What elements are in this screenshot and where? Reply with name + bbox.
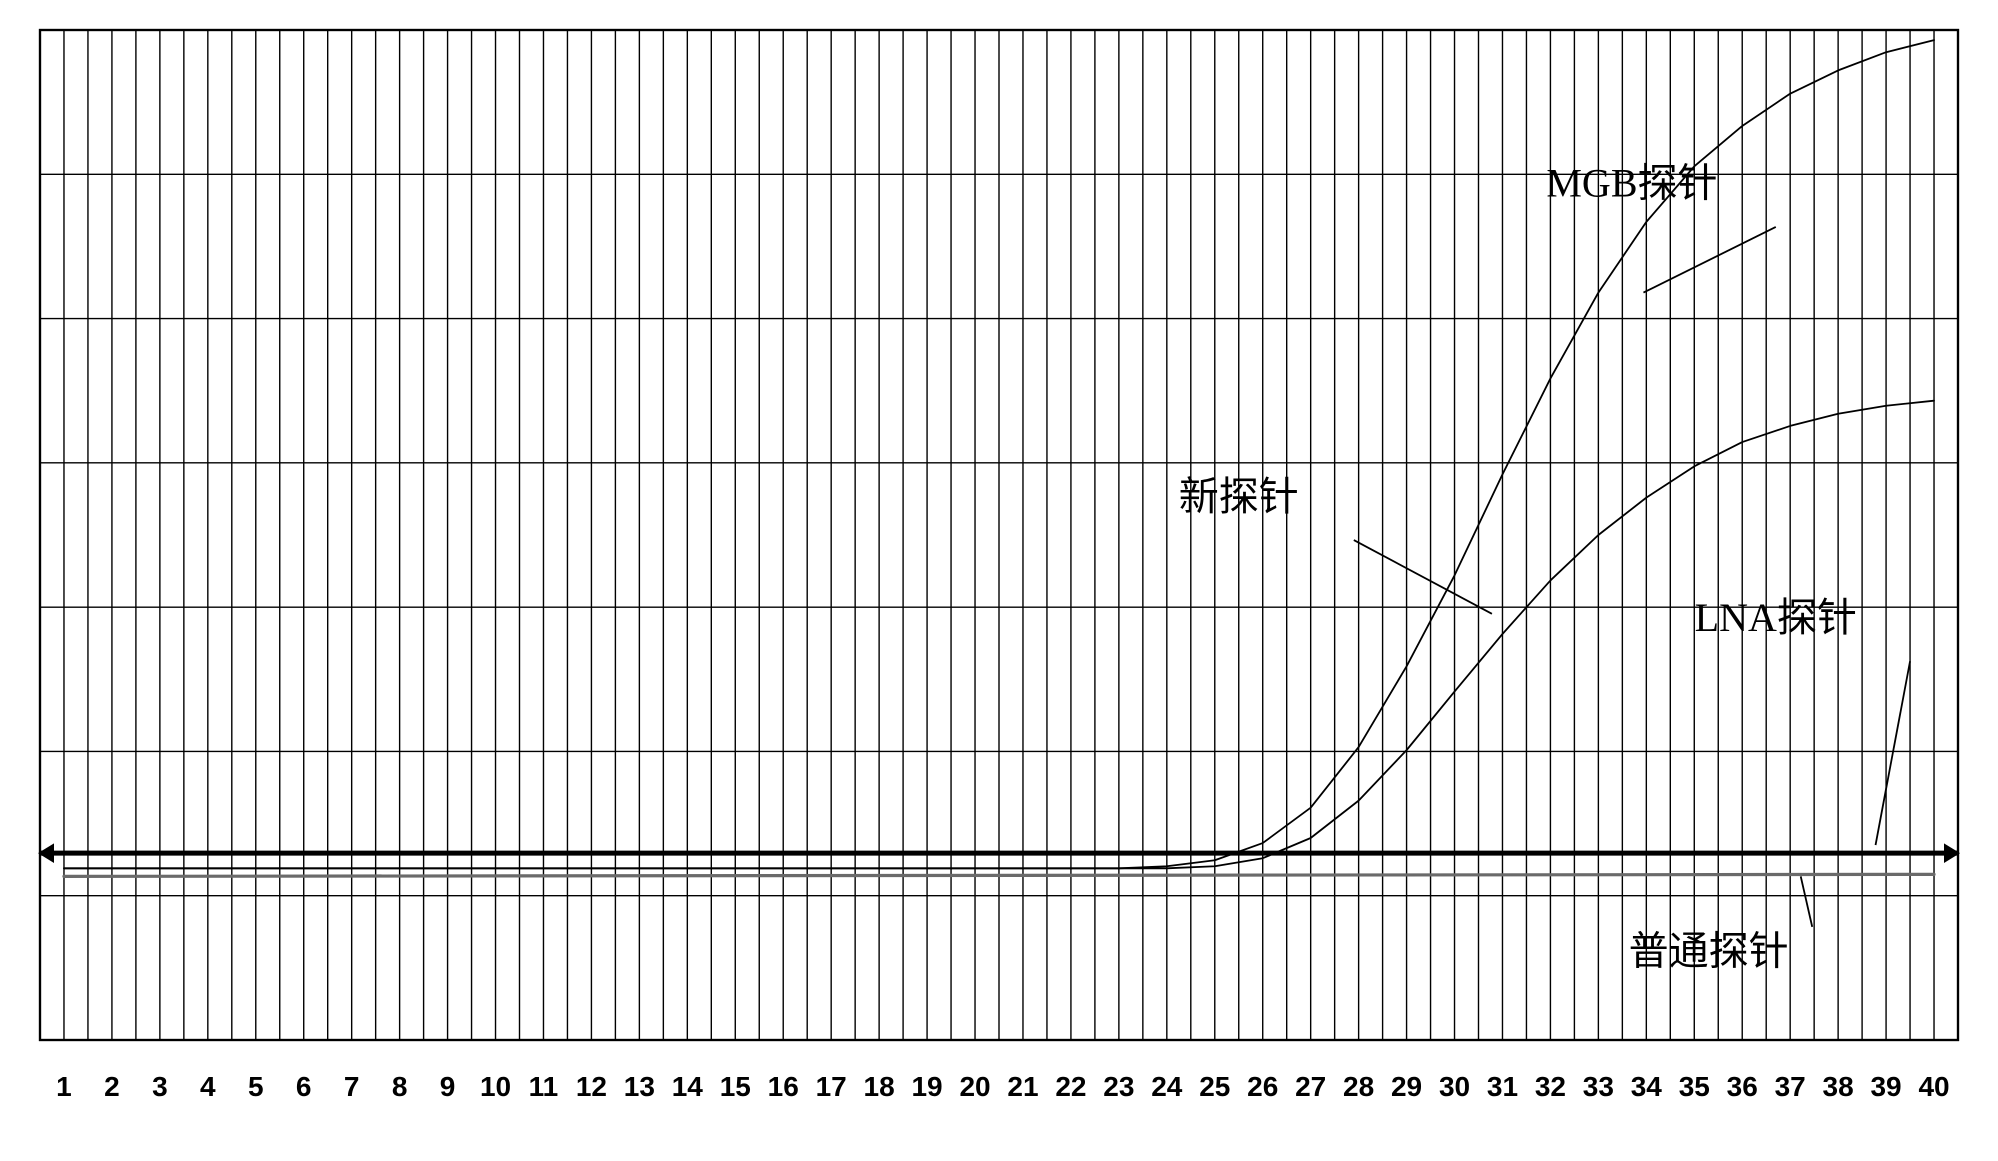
x-axis-label: 21 (1007, 1071, 1038, 1102)
x-axis-label: 35 (1679, 1071, 1710, 1102)
x-axis-label: 37 (1775, 1071, 1806, 1102)
chart-container: 1234567891011121314151617181920212223242… (0, 0, 1998, 1161)
line-chart: 1234567891011121314151617181920212223242… (0, 0, 1998, 1161)
x-axis-label: 18 (864, 1071, 895, 1102)
x-axis-label: 7 (344, 1071, 360, 1102)
x-axis-label: 27 (1295, 1071, 1326, 1102)
x-axis-label: 15 (720, 1071, 751, 1102)
x-axis-label: 4 (200, 1071, 216, 1102)
x-axis-label: 26 (1247, 1071, 1278, 1102)
x-axis-label: 8 (392, 1071, 408, 1102)
x-axis-label: 33 (1583, 1071, 1614, 1102)
x-axis-label: 28 (1343, 1071, 1374, 1102)
lna-series (64, 853, 1934, 854)
x-axis-label: 20 (959, 1071, 990, 1102)
new-label: 新探针 (1179, 474, 1299, 519)
x-axis-label: 1 (56, 1071, 72, 1102)
x-axis-label: 23 (1103, 1071, 1134, 1102)
x-axis-label: 16 (768, 1071, 799, 1102)
x-axis-label: 5 (248, 1071, 264, 1102)
x-axis-label: 39 (1870, 1071, 1901, 1102)
x-axis-label: 6 (296, 1071, 312, 1102)
x-axis-label: 12 (576, 1071, 607, 1102)
x-axis-label: 34 (1631, 1071, 1663, 1102)
x-axis-label: 17 (816, 1071, 847, 1102)
mgb-label: MGB探针 (1546, 161, 1717, 206)
common-series (64, 874, 1934, 876)
common-label: 普通探针 (1629, 928, 1789, 973)
x-axis-label: 11 (529, 1071, 559, 1102)
x-axis-label: 3 (152, 1071, 168, 1102)
x-axis-label: 25 (1199, 1071, 1230, 1102)
x-axis-label: 29 (1391, 1071, 1422, 1102)
x-axis-label: 19 (911, 1071, 942, 1102)
x-axis-label: 14 (672, 1071, 704, 1102)
x-axis-label: 10 (480, 1071, 511, 1102)
x-axis-label: 31 (1487, 1071, 1518, 1102)
x-axis-label: 40 (1918, 1071, 1949, 1102)
x-axis-label: 36 (1727, 1071, 1758, 1102)
x-axis-label: 32 (1535, 1071, 1566, 1102)
x-axis-label: 30 (1439, 1071, 1470, 1102)
x-axis-label: 13 (624, 1071, 655, 1102)
x-axis-label: 24 (1151, 1071, 1183, 1102)
x-axis-label: 38 (1823, 1071, 1854, 1102)
lna-label: LNA探针 (1695, 595, 1857, 640)
x-axis-label: 2 (104, 1071, 120, 1102)
x-axis-label: 22 (1055, 1071, 1086, 1102)
x-axis-label: 9 (440, 1071, 456, 1102)
